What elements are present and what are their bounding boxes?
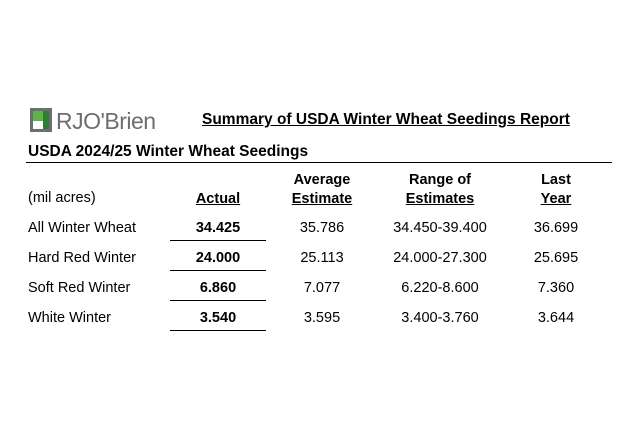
actual-underline (170, 240, 266, 241)
actual-value: 34.425 (195, 220, 241, 236)
units-label: (mil acres) (28, 190, 96, 206)
actual-value: 3.540 (199, 310, 237, 326)
logo-text: RJO'Brien (56, 108, 156, 134)
range-value: 34.450-39.400 (393, 220, 487, 236)
header-range: Range of Estimates (370, 171, 510, 209)
header-average-line2: Estimate (291, 191, 353, 207)
rjobrien-logo-mark-icon (30, 108, 52, 132)
table-row: Hard Red Winter 24.000 25.113 24.000-27.… (0, 250, 636, 272)
header-range-line2: Estimates (405, 191, 475, 207)
last-year-value: 3.644 (537, 310, 575, 326)
last-year-value: 36.699 (533, 220, 579, 236)
row-label: Soft Red Winter (28, 280, 131, 296)
header-actual: Actual (170, 190, 266, 209)
average-value: 7.077 (303, 280, 341, 296)
range-value: 24.000-27.300 (393, 250, 487, 266)
range-value: 3.400-3.760 (401, 310, 479, 326)
header-last-line1: Last (541, 172, 571, 188)
average-value: 35.786 (299, 220, 345, 236)
actual-value: 6.860 (199, 280, 237, 296)
actual-underline (170, 330, 266, 331)
section-title: USDA 2024/25 Winter Wheat Seedings (28, 143, 309, 160)
header-average-line1: Average (293, 172, 351, 188)
last-year-value: 7.360 (537, 280, 575, 296)
actual-underline (170, 270, 266, 271)
average-value: 3.595 (303, 310, 341, 326)
header-last-line2: Year (540, 191, 572, 207)
row-label: White Winter (28, 310, 111, 326)
title-divider (26, 162, 612, 163)
table-row: All Winter Wheat 34.425 35.786 34.450-39… (0, 220, 636, 242)
row-label: Hard Red Winter (28, 250, 136, 266)
header-last-year: Last Year (518, 171, 594, 209)
last-year-value: 25.695 (533, 250, 579, 266)
report-title: Summary of USDA Winter Wheat Seedings Re… (202, 111, 570, 128)
header-range-line1: Range of (408, 172, 472, 188)
header-actual-label: Actual (195, 191, 241, 207)
actual-underline (170, 300, 266, 301)
range-value: 6.220-8.600 (401, 280, 479, 296)
table-row: White Winter 3.540 3.595 3.400-3.760 3.6… (0, 310, 636, 332)
table-row: Soft Red Winter 6.860 7.077 6.220-8.600 … (0, 280, 636, 302)
row-label: All Winter Wheat (28, 220, 136, 236)
company-logo: RJO'Brien (30, 106, 160, 138)
average-value: 25.113 (300, 250, 344, 266)
actual-value: 24.000 (195, 250, 241, 266)
header-average: Average Estimate (272, 171, 372, 209)
